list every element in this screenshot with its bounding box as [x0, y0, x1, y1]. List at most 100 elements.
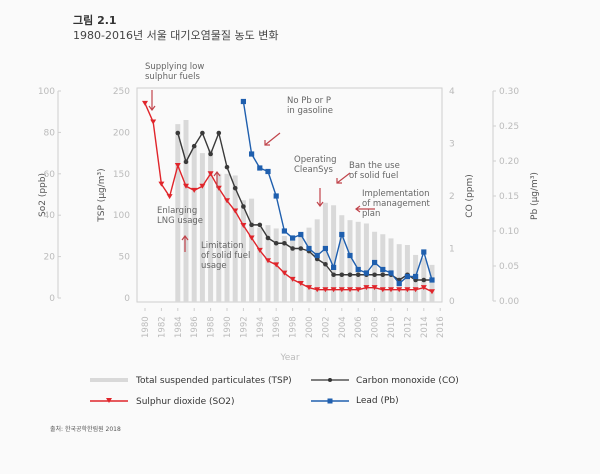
co-point: [257, 222, 263, 228]
annotation-text: Ban the use: [349, 161, 400, 171]
tsp-bar: [322, 202, 328, 302]
annotation-arrowhead: [336, 178, 342, 184]
co-point: [208, 151, 213, 157]
pb-point: [372, 259, 378, 266]
annotation-text: Enlarging: [157, 206, 197, 216]
so2-point: [429, 289, 435, 295]
tsp-tick-label: 50: [119, 253, 131, 263]
co-tick-label: 2: [449, 192, 455, 202]
annotation-text: LNG usage: [157, 216, 203, 226]
so2-point: [240, 223, 247, 229]
co-point: [224, 164, 230, 170]
x-tick-label: 1984: [174, 316, 184, 338]
pb-point: [273, 193, 279, 199]
legend-label-co: Carbon monoxide (CO): [356, 376, 459, 386]
so2-point: [363, 285, 370, 291]
annotation-text: Implementation: [362, 189, 430, 199]
pb-point: [363, 270, 369, 276]
co-axis-label: CO (ppm): [465, 174, 475, 217]
so2-point: [322, 287, 329, 293]
so2-point: [306, 285, 312, 291]
tsp-bar: [216, 173, 222, 302]
legend-marker-co: [328, 378, 332, 382]
so2-point: [338, 287, 345, 293]
so2-axis-label-text: So2 (ppb): [38, 173, 48, 217]
x-tick-label: 1998: [289, 316, 299, 338]
co-point: [421, 277, 427, 283]
co-tick-label: 1: [449, 245, 455, 255]
tsp-axis-label-text: TSP (µg/m³): [97, 168, 107, 222]
tsp-tick-label: 250: [113, 87, 130, 97]
pb-point: [249, 151, 255, 157]
co-point: [355, 272, 361, 278]
tsp-bar: [298, 233, 304, 302]
so2-point: [355, 287, 362, 293]
pb-point: [347, 252, 353, 259]
x-tick-label: 2010: [387, 316, 397, 338]
tsp-bar: [339, 215, 345, 302]
so2-tick-label: 100: [38, 87, 55, 97]
tsp-bar: [372, 231, 378, 302]
co-point: [183, 159, 189, 165]
co-tick-label: 4: [449, 87, 455, 97]
so2-point: [232, 208, 239, 214]
pb-tick-label: 0.20: [499, 157, 519, 167]
annotation-text: of solid fuel: [349, 171, 398, 181]
x-axis-label: Year: [279, 353, 299, 363]
so2-point: [330, 287, 337, 293]
annotation-arrow: [264, 132, 281, 146]
annotation-text: Supplying low: [145, 62, 204, 72]
x-axis-label-text: Year: [279, 353, 299, 363]
so2-point: [379, 287, 386, 293]
annotation-arrowhead: [213, 171, 221, 177]
x-tick-label: 2004: [338, 316, 348, 338]
so2-point: [199, 183, 206, 189]
so2-point: [347, 287, 353, 293]
pb-axis-label-text: Pb (µg/m³): [530, 172, 540, 220]
tsp-bar: [175, 124, 181, 303]
legend-item-co: Carbon monoxide (CO): [311, 376, 459, 386]
so2-axis-label: So2 (ppb): [38, 173, 48, 217]
co-point: [232, 185, 238, 191]
co-point: [265, 235, 271, 241]
annotation-text: No Pb or P: [287, 96, 331, 106]
co-point: [191, 143, 197, 149]
annotation-text: usage: [201, 261, 227, 271]
pb-point: [396, 280, 402, 287]
legend-item-tsp: Total suspended particulates (TSP): [90, 376, 292, 386]
pb-tick-label: 0.10: [499, 227, 519, 237]
co-point: [249, 222, 254, 228]
pb-tick-label: 0.00: [499, 297, 519, 307]
pb-point: [240, 98, 246, 105]
x-tick-label: 2014: [420, 316, 430, 338]
so2-point: [289, 276, 296, 282]
source-note: 출처: 한국공학한림원 2018: [50, 426, 121, 433]
pb-point: [429, 277, 435, 283]
co-point: [200, 130, 205, 136]
pb-point: [404, 273, 410, 280]
pb-point: [290, 235, 296, 241]
so2-tick-label: 40: [44, 211, 56, 221]
annotation-text: Limitation: [201, 241, 244, 251]
tsp-bar: [388, 238, 394, 302]
co-tick-label: 0: [449, 297, 455, 307]
x-tick-label: 1994: [256, 316, 266, 338]
pb-point: [331, 264, 337, 270]
co-axis-label-text: CO (ppm): [465, 174, 475, 217]
so2-point: [314, 287, 321, 293]
tsp-bar: [331, 205, 337, 302]
tsp-bar: [429, 264, 435, 302]
annotation-arrow: [336, 172, 351, 184]
so2-point: [150, 119, 157, 125]
legend-item-pb: Lead (Pb): [311, 396, 399, 406]
so2-point: [281, 270, 288, 276]
legend-label-tsp: Total suspended particulates (TSP): [135, 376, 292, 386]
co-point: [331, 272, 336, 278]
legend-label-so2: Sulphur dioxide (SO2): [136, 397, 235, 407]
pb-point: [355, 266, 361, 273]
tsp-axis-label: TSP (µg/m³): [97, 168, 107, 222]
